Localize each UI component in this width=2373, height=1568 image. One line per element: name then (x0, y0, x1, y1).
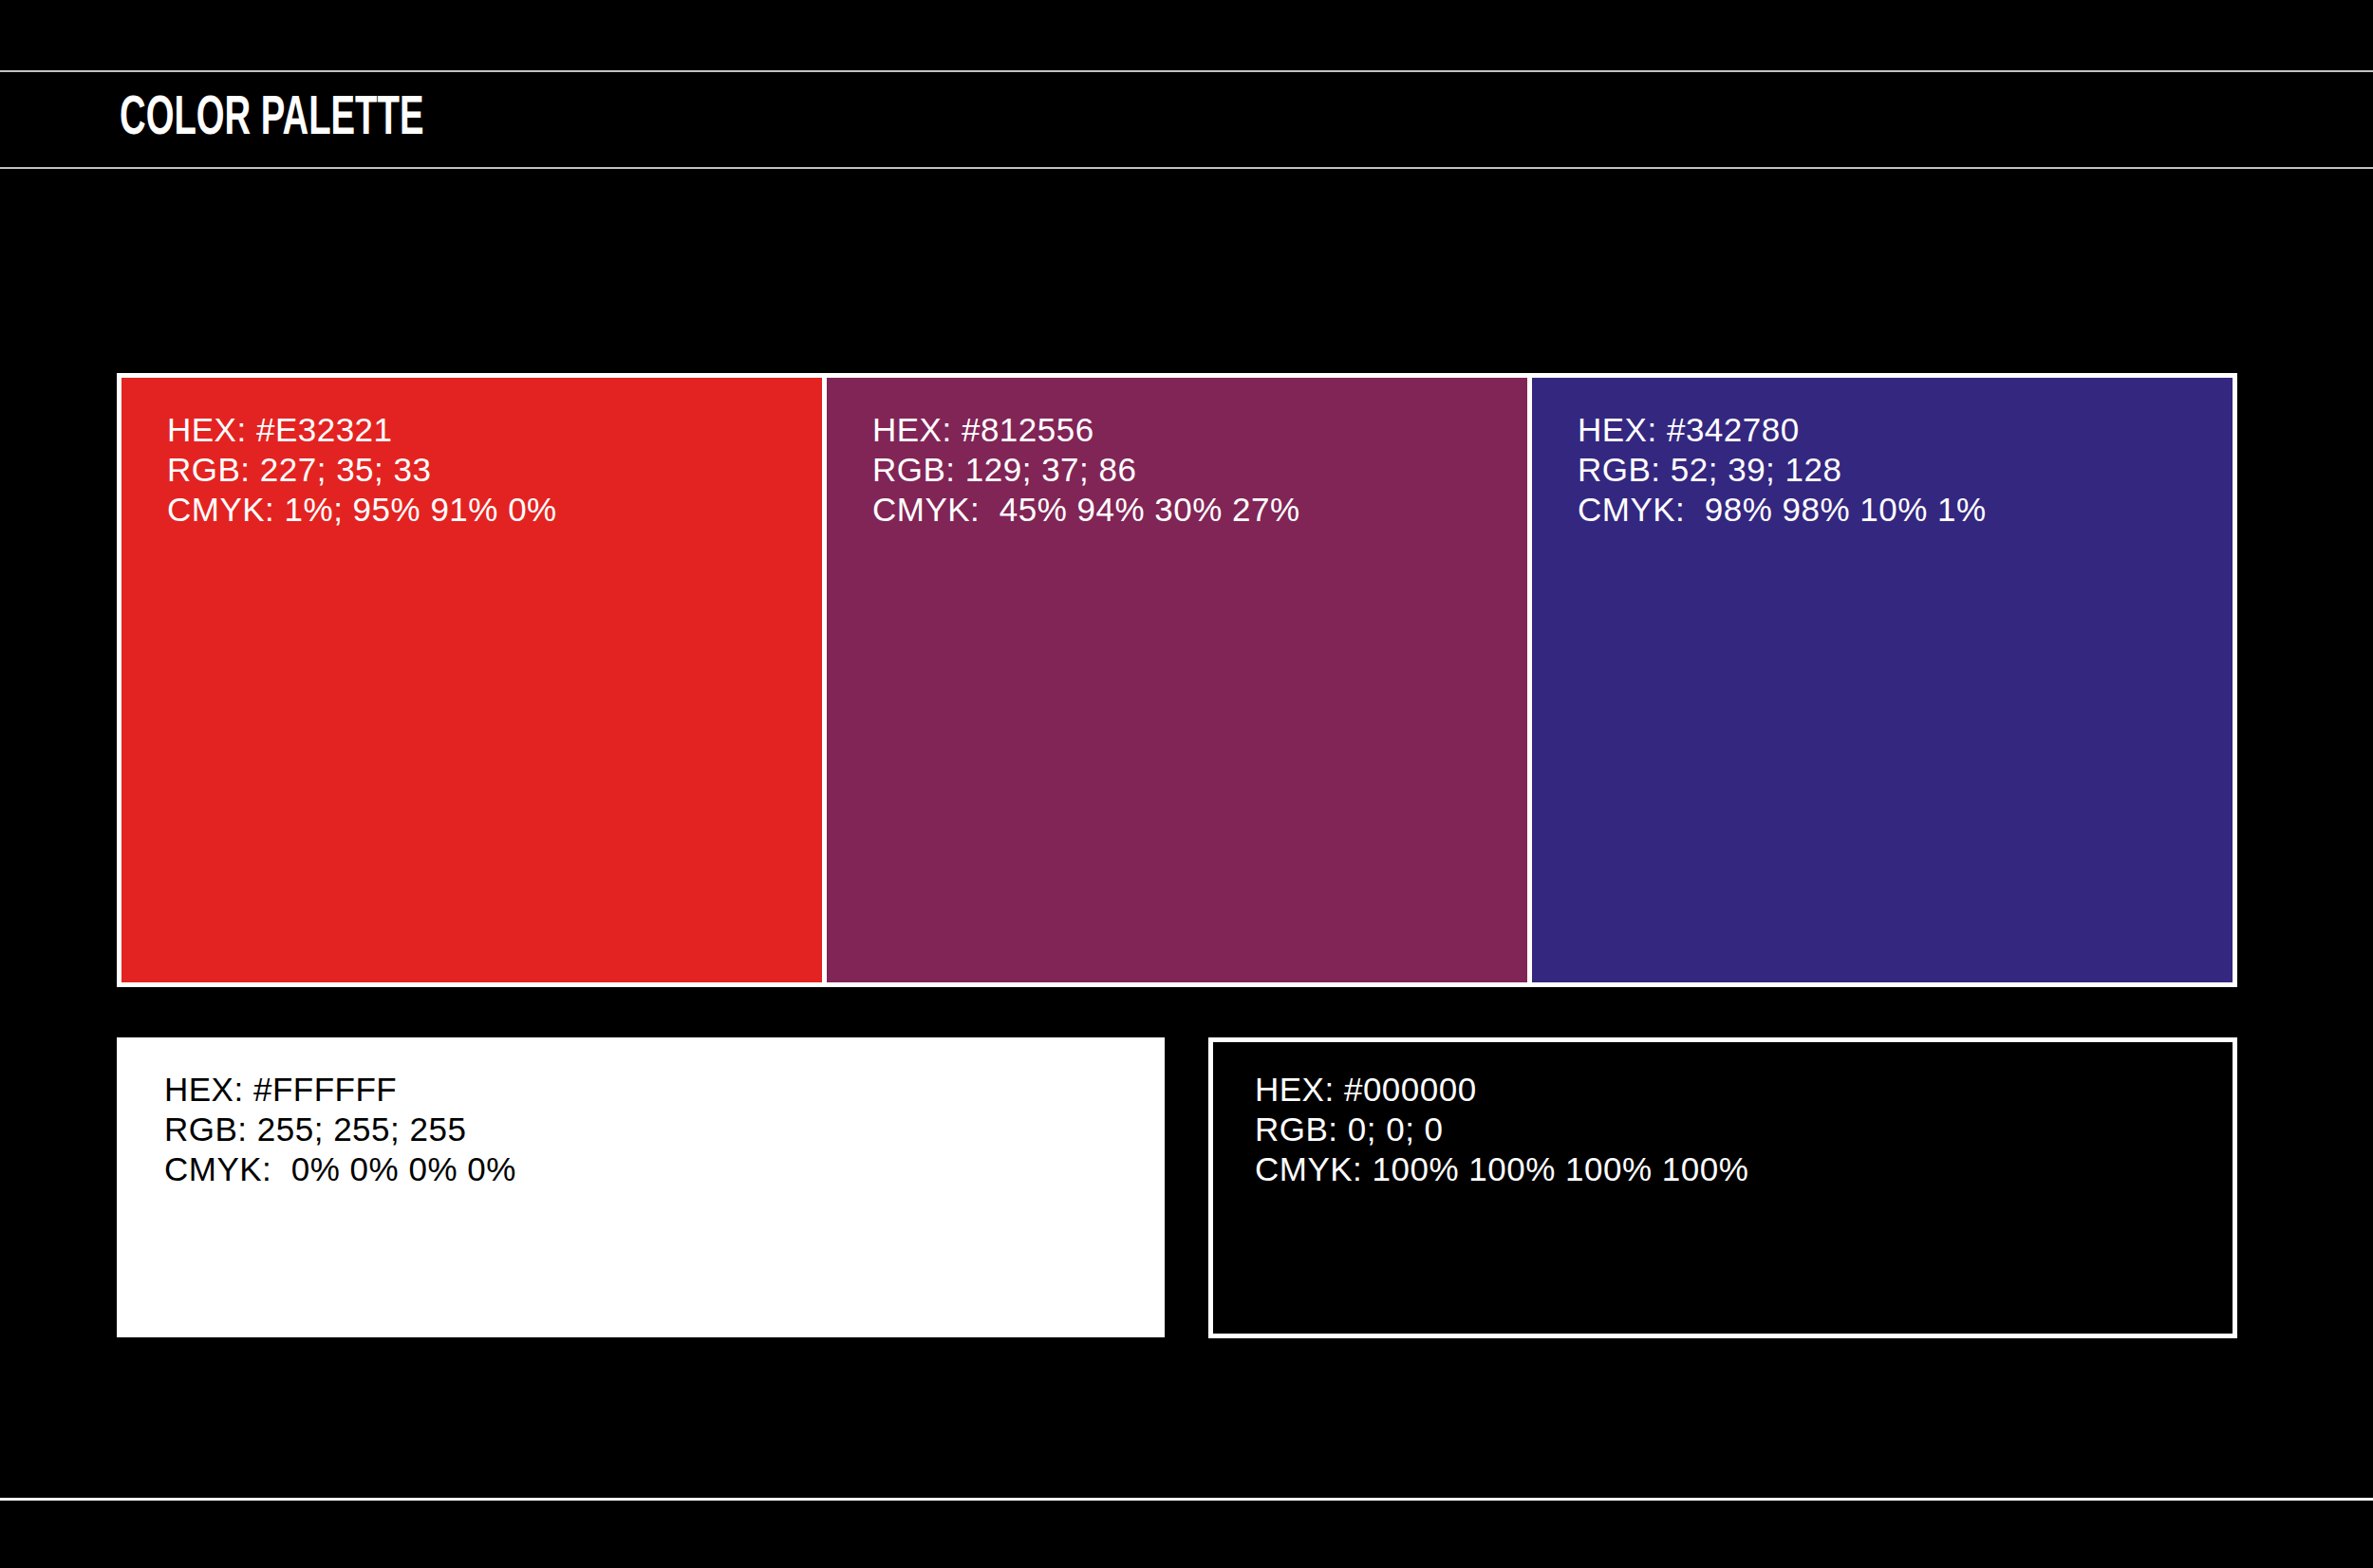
color-palette-page: COLOR PALETTE HEX: #E32321 RGB: 227; 35;… (0, 0, 2373, 1568)
title-underline-rule (0, 167, 2373, 169)
hex-value: HEX: #342780 (1578, 410, 2233, 450)
primary-swatch-row: HEX: #E32321 RGB: 227; 35; 33 CMYK: 1%; … (117, 373, 2237, 987)
hex-value: HEX: #E32321 (167, 410, 822, 450)
rgb-value: RGB: 255; 255; 255 (164, 1110, 1165, 1149)
cmyk-value: CMYK: 0% 0% 0% 0% (164, 1149, 1165, 1189)
swatch-blue: HEX: #342780 RGB: 52; 39; 128 CMYK: 98% … (1532, 378, 2233, 982)
swatch-red: HEX: #E32321 RGB: 227; 35; 33 CMYK: 1%; … (121, 378, 822, 982)
rgb-value: RGB: 227; 35; 33 (167, 450, 822, 490)
hex-value: HEX: #FFFFFF (164, 1070, 1165, 1110)
rgb-value: RGB: 129; 37; 86 (872, 450, 1527, 490)
swatch-white: HEX: #FFFFFF RGB: 255; 255; 255 CMYK: 0%… (117, 1037, 1165, 1337)
hex-value: HEX: #812556 (872, 410, 1527, 450)
bottom-divider-rule (0, 1498, 2373, 1501)
page-title: COLOR PALETTE (120, 87, 423, 142)
swatch-purple: HEX: #812556 RGB: 129; 37; 86 CMYK: 45% … (827, 378, 1527, 982)
cmyk-value: CMYK: 45% 94% 30% 27% (872, 490, 1527, 530)
hex-value: HEX: #000000 (1255, 1070, 2233, 1110)
swatch-black: HEX: #000000 RGB: 0; 0; 0 CMYK: 100% 100… (1208, 1037, 2237, 1338)
rgb-value: RGB: 0; 0; 0 (1255, 1110, 2233, 1149)
top-divider-rule (0, 70, 2373, 72)
rgb-value: RGB: 52; 39; 128 (1578, 450, 2233, 490)
cmyk-value: CMYK: 1%; 95% 91% 0% (167, 490, 822, 530)
cmyk-value: CMYK: 98% 98% 10% 1% (1578, 490, 2233, 530)
cmyk-value: CMYK: 100% 100% 100% 100% (1255, 1149, 2233, 1189)
